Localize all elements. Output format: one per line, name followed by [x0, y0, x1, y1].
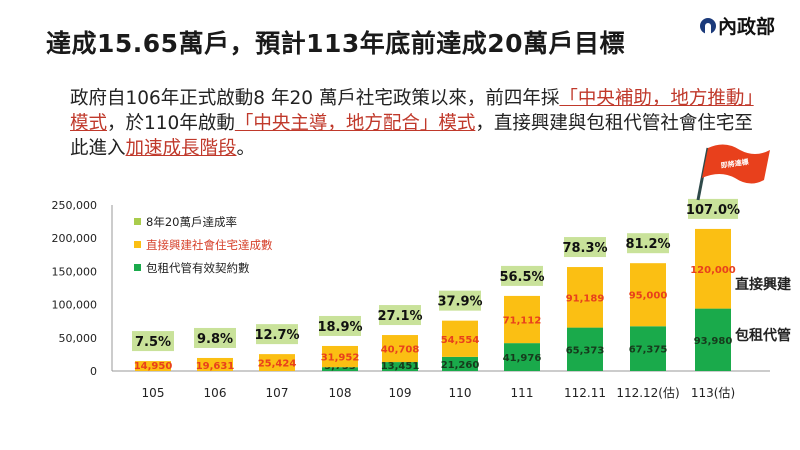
- x-tick-label: 108: [329, 386, 352, 400]
- flag-text: 即將達標: [720, 157, 749, 170]
- bar-value-label: 95,000: [629, 291, 668, 302]
- legend-swatch: [134, 218, 141, 225]
- rate-label-box: [319, 315, 361, 336]
- bar-segment: [630, 326, 666, 371]
- bar-value-label: 65,373: [566, 345, 605, 356]
- logo-text: 內政部: [718, 16, 776, 38]
- rate-label-box: [439, 290, 481, 311]
- bar-segment: [382, 362, 418, 371]
- rate-label: 7.5%: [135, 335, 171, 350]
- bar-value-label: 93,980: [694, 336, 733, 347]
- bar-value-label: 14,950: [134, 361, 173, 372]
- rental-management-label: 包租代管: [735, 327, 791, 344]
- bar-segment: [259, 354, 295, 371]
- highlighted-phrase: 「中央補助，地方推動」模式: [70, 88, 754, 134]
- rate-label: 107.0%: [686, 203, 740, 218]
- direct-build-label: 直接興建: [735, 276, 791, 293]
- legend-swatch: [134, 241, 141, 248]
- slide-title: 達成15.65萬戶，預計113年底前達成20萬戶目標: [46, 29, 626, 58]
- bar-value-label: 120,000: [690, 265, 736, 276]
- bar-segment: [504, 295, 540, 344]
- rate-label-box: [627, 233, 669, 254]
- highlighted-phrase: 「中央主導，地方配合」模式: [234, 113, 476, 134]
- rate-label: 12.7%: [254, 328, 299, 343]
- bar-segment: [630, 263, 666, 327]
- highlighted-phrase: 加速成長階段: [125, 138, 237, 159]
- bar-segment: [135, 361, 171, 371]
- x-tick-label: 112.11: [564, 386, 606, 400]
- paragraph-text: 。: [236, 138, 256, 159]
- rate-label-box: [132, 331, 174, 352]
- legend-label: 直接興建社會住宅達成數: [146, 238, 273, 252]
- y-tick-label: 50,000: [59, 332, 98, 345]
- x-tick-label: 106: [204, 386, 227, 400]
- bar-value-label: 54,554: [441, 335, 480, 346]
- bar-value-label: 13,451: [381, 361, 420, 372]
- bar-value-label: 67,375: [629, 345, 668, 356]
- rate-label: 81.2%: [625, 237, 670, 252]
- bar-value-label: 91,189: [566, 293, 605, 304]
- y-tick-label: 0: [90, 365, 97, 378]
- bar-segment: [322, 367, 358, 371]
- bar-segment: [695, 308, 731, 371]
- ministry-logo: 內政部: [700, 12, 775, 39]
- rate-label: 78.3%: [562, 241, 607, 256]
- bar-segment: [322, 345, 358, 368]
- rate-label: 37.9%: [437, 295, 482, 310]
- rate-label: 56.5%: [499, 270, 544, 285]
- bar-segment: [567, 267, 603, 328]
- paragraph-text: 政府自106年正式啟動8 年20 萬戶社宅政策以來，前四年採: [70, 88, 560, 109]
- bar-value-label: 19,631: [196, 361, 235, 372]
- bar-value-label: 21,260: [441, 360, 480, 371]
- rate-label-box: [194, 327, 236, 348]
- x-tick-label: 113(估): [691, 386, 735, 400]
- bar-segment: [197, 357, 233, 371]
- rate-label-box: [256, 324, 298, 345]
- rate-label-box: [501, 265, 543, 286]
- y-tick-label: 200,000: [52, 232, 98, 245]
- bar-segment: [504, 343, 540, 371]
- y-tick-label: 250,000: [52, 199, 98, 212]
- bar-segment: [382, 335, 418, 363]
- bar-value-label: 25,424: [258, 359, 297, 370]
- bar-value-label: 40,708: [381, 345, 420, 356]
- paragraph-text: ，直接興建與包租代管社會住宅至此進入: [70, 113, 753, 159]
- rate-label-box: [564, 237, 606, 258]
- rate-label: 9.8%: [197, 332, 233, 347]
- x-tick-label: 111: [511, 386, 534, 400]
- rate-label: 18.9%: [317, 320, 362, 335]
- intro-paragraph: 政府自106年正式啟動8 年20 萬戶社宅政策以來，前四年採「中央補助，地方推動…: [70, 86, 760, 161]
- rate-label-box: [379, 305, 421, 326]
- bar-segment: [567, 327, 603, 371]
- x-tick-label: 105: [142, 386, 165, 400]
- bar-segment: [442, 320, 478, 357]
- bar-value-label: 41,976: [503, 353, 542, 364]
- paragraph-text: ，於110年啟動: [107, 113, 235, 134]
- bar-segment: [442, 356, 478, 371]
- x-tick-label: 112.12(估): [616, 386, 679, 400]
- x-tick-label: 107: [266, 386, 289, 400]
- flag-icon: 即將達標: [696, 144, 770, 201]
- ministry-emblem-icon: [700, 17, 716, 34]
- rate-label: 27.1%: [377, 309, 422, 324]
- y-tick-label: 100,000: [52, 299, 98, 312]
- bar-value-label: 31,952: [321, 353, 360, 364]
- legend-swatch: [134, 264, 141, 271]
- y-tick-label: 150,000: [52, 265, 98, 278]
- legend-label: 包租代管有效契約數: [146, 261, 250, 275]
- x-tick-label: 109: [389, 386, 412, 400]
- legend-label: 8年20萬戶達成率: [146, 215, 237, 229]
- x-tick-label: 110: [449, 386, 472, 400]
- bar-segment: [695, 228, 731, 309]
- bar-value-label: 71,112: [503, 316, 542, 327]
- rate-label-box: [688, 198, 738, 219]
